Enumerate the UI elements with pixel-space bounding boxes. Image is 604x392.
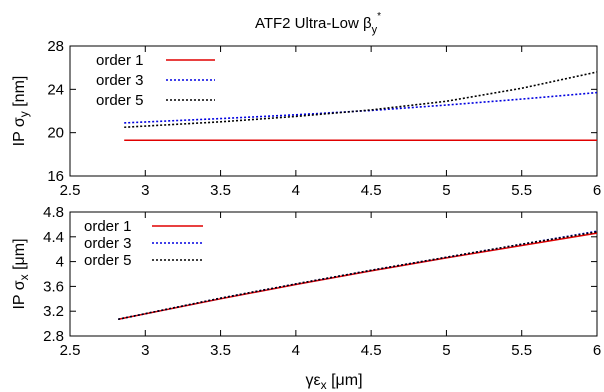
x-tick-label: 5.5 <box>511 182 532 199</box>
y-tick-label: 4.4 <box>43 229 64 246</box>
y-axis-label-top: IP σy [nm] <box>11 76 31 147</box>
y-tick-label: 3.2 <box>43 303 64 320</box>
series-line-order-5 <box>124 71 598 129</box>
legend-top: order 1 order 3 order 5 <box>96 52 215 109</box>
x-tick-label: 5.5 <box>511 342 532 359</box>
x-axis-label: γεx [μm] <box>305 372 362 392</box>
x-tick-label: 2.5 <box>60 182 81 199</box>
sigma-x-panel: 2.5 3 3.5 4 4.5 5 5.5 6 2.8 3.2 3.6 4 4.4 4.8 order 1… <box>11 204 601 392</box>
legend-label: order 1 <box>84 218 132 235</box>
x-tick-label: 4 <box>292 182 300 199</box>
x-tick-label: 4.5 <box>361 342 382 359</box>
y-tick-label: 2.8 <box>43 328 64 345</box>
y-tick-label: 4 <box>56 254 64 271</box>
series-line-order-1 <box>118 232 598 320</box>
x-tick-label: 4.5 <box>361 182 382 199</box>
x-tick-label: 6 <box>593 342 601 359</box>
y-tick-label: 4.8 <box>43 204 64 221</box>
y-tick-label: 28 <box>47 38 64 55</box>
series-bottom <box>118 230 598 321</box>
legend-label: order 5 <box>96 92 144 109</box>
legend-label: order 5 <box>84 252 132 269</box>
plot-frame-top <box>69 45 598 177</box>
plot-frame-bottom <box>69 211 598 337</box>
y-tick-label: 24 <box>47 81 64 98</box>
legend-label: order 3 <box>96 72 144 89</box>
series-line-order-3 <box>124 91 598 124</box>
x-tick-label: 4 <box>292 342 300 359</box>
y-tick-label: 16 <box>47 168 64 185</box>
y-tick-label: 20 <box>47 125 64 142</box>
x-tick-label: 3.5 <box>210 182 231 199</box>
axis-ticks-bottom: 2.5 3 3.5 4 4.5 5 5.5 6 2.8 3.2 3.6 4 4.4 4.8 <box>43 204 601 359</box>
x-tick-label: 3 <box>141 342 149 359</box>
x-tick-label: 5 <box>442 342 450 359</box>
x-tick-label: 6 <box>593 182 601 199</box>
x-tick-label: 3 <box>141 182 149 199</box>
x-tick-label: 5 <box>442 182 450 199</box>
x-tick-label: 2.5 <box>60 342 81 359</box>
series-line-order-5 <box>118 231 598 321</box>
y-axis-label-bottom: IP σx [μm] <box>11 238 31 309</box>
legend-label: order 1 <box>96 52 144 69</box>
chart-title: ATF2 Ultra-Low βy* <box>255 11 381 36</box>
axis-ticks-top: 2.5 3 3.5 4 4.5 5 5.5 6 16 20 24 28 <box>47 38 601 199</box>
y-tick-label: 3.6 <box>43 278 64 295</box>
series-top <box>124 71 598 141</box>
x-tick-label: 3.5 <box>210 342 231 359</box>
legend-label: order 3 <box>84 235 132 252</box>
